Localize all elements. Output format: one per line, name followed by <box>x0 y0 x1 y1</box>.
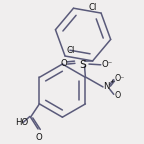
Text: S: S <box>80 60 87 70</box>
Text: N: N <box>103 82 110 91</box>
Text: O: O <box>35 133 42 142</box>
Text: O⁻: O⁻ <box>102 60 113 69</box>
Text: Cl: Cl <box>67 46 75 55</box>
Text: O⁻: O⁻ <box>115 74 125 83</box>
Text: HO: HO <box>15 118 29 127</box>
Text: O: O <box>60 59 67 68</box>
Text: +: + <box>109 79 114 84</box>
Text: Cl: Cl <box>88 3 97 12</box>
Text: O: O <box>115 91 121 100</box>
